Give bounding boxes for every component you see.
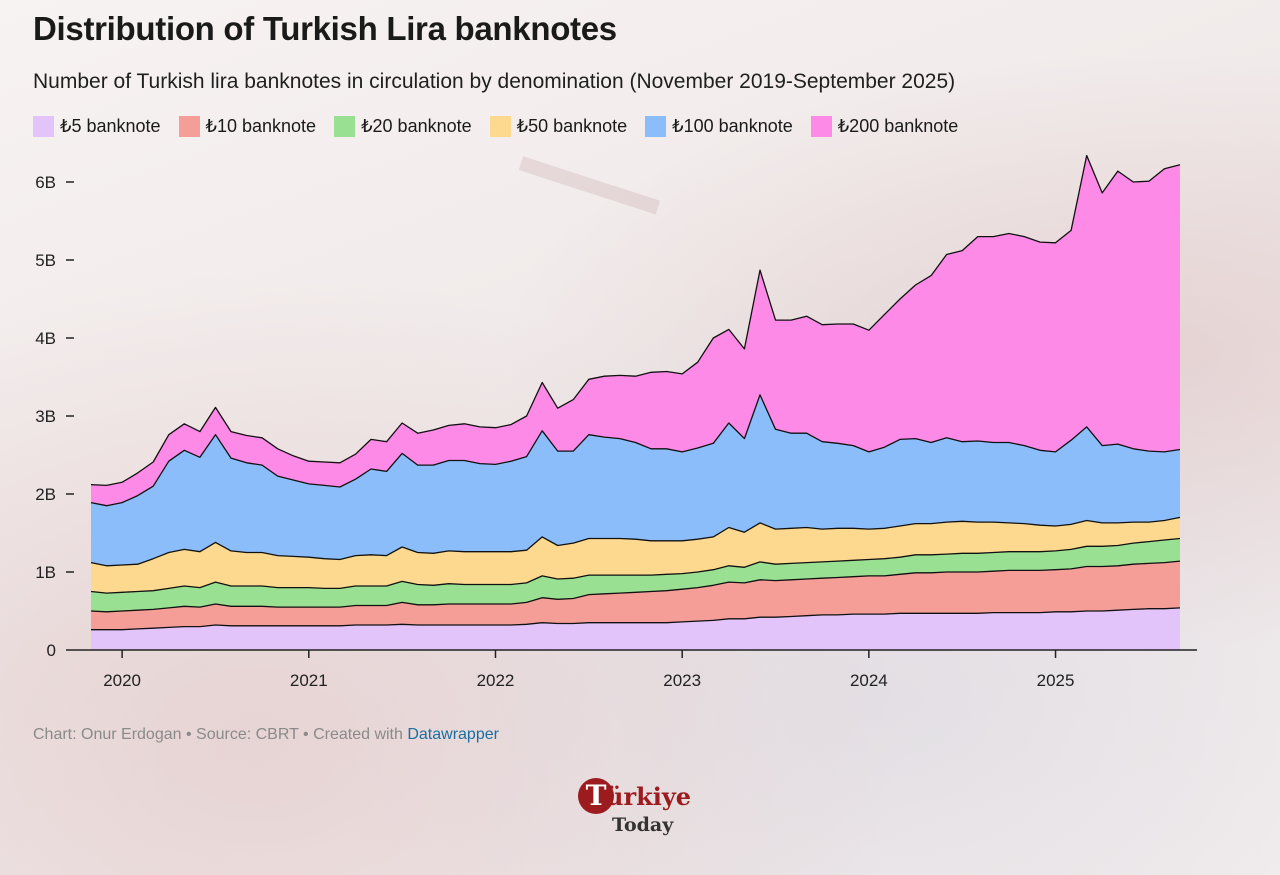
- y-tick-label: 5B: [35, 251, 56, 270]
- area-series: [91, 155, 1180, 506]
- y-tick-label: 0: [47, 641, 56, 660]
- y-tick-label: 6B: [35, 173, 56, 192]
- legend-swatch: [178, 116, 200, 137]
- series-top-line: [90, 560, 1181, 613]
- series-top-line: [90, 537, 1181, 594]
- series-top-line: [90, 516, 1181, 567]
- series-top-line: [91, 607, 1181, 631]
- logo-sub: Today: [612, 814, 674, 836]
- legend-item: ₺100 banknote: [645, 116, 793, 137]
- x-tick-label: 2022: [477, 671, 515, 690]
- chart-subtitle: Number of Turkish lira banknotes in circ…: [33, 70, 956, 93]
- legend-label: ₺200 banknote: [837, 116, 959, 136]
- y-tick-label: 2B: [35, 485, 56, 504]
- chart-title: Distribution of Turkish Lira banknotes: [33, 10, 617, 47]
- datawrapper-link[interactable]: Datawrapper: [407, 726, 499, 743]
- legend-swatch: [334, 116, 356, 137]
- chart-credit: Chart: Onur Erdogan • Source: CBRT • Cre…: [33, 726, 499, 744]
- area-series: [91, 394, 1180, 566]
- chart-legend: ₺5 banknote ₺10 banknote ₺20 banknote ₺50 b…: [33, 116, 976, 137]
- logo-word: ürkiye: [606, 782, 692, 811]
- logo-initial: T: [578, 778, 614, 814]
- x-tick-label: 2025: [1037, 671, 1075, 690]
- area-series: [91, 607, 1180, 650]
- legend-swatch: [810, 116, 832, 137]
- legend-swatch: [33, 116, 54, 137]
- legend-item: ₺20 banknote: [334, 116, 472, 137]
- legend-label: ₺100 banknote: [672, 116, 793, 136]
- y-tick-label: 3B: [35, 407, 56, 426]
- legend-swatch: [645, 116, 667, 137]
- legend-label: ₺5 banknote: [60, 116, 161, 136]
- legend-label: ₺50 banknote: [516, 116, 628, 136]
- area-series: [91, 561, 1180, 630]
- x-tick-label: 2020: [103, 671, 141, 690]
- legend-item: ₺5 banknote: [33, 116, 161, 137]
- series-top-line: [90, 394, 1181, 507]
- x-tick-label: 2024: [850, 671, 888, 690]
- legend-label: ₺10 banknote: [205, 116, 317, 136]
- legend-item: ₺50 banknote: [489, 116, 628, 137]
- y-tick-label: 4B: [35, 329, 56, 348]
- area-series: [91, 517, 1180, 594]
- series-top-line: [90, 154, 1181, 487]
- legend-item: ₺200 banknote: [810, 116, 959, 137]
- legend-swatch: [489, 116, 511, 137]
- credit-text: Chart: Onur Erdogan • Source: CBRT • Cre…: [33, 726, 408, 743]
- turkiye-today-logo: T ürkiye Today: [578, 778, 708, 840]
- x-tick-label: 2021: [290, 671, 328, 690]
- x-tick-label: 2023: [663, 671, 701, 690]
- legend-item: ₺10 banknote: [178, 116, 317, 137]
- y-tick-label: 1B: [35, 563, 56, 582]
- stacked-area-chart: 0 1B 2B 3B 4B 5B 6B 2020 2021 2022 2023 2024 2025: [35, 154, 1197, 690]
- legend-label: ₺20 banknote: [361, 116, 472, 136]
